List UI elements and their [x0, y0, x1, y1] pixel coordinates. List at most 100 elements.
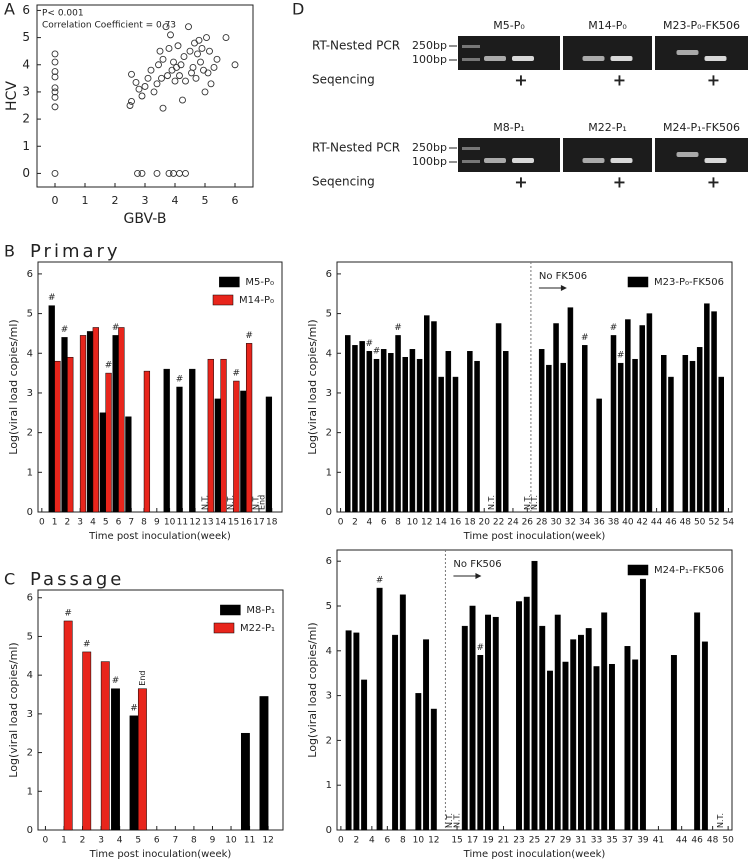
bar-annotation: # [373, 347, 381, 357]
y-tick-label: 6 [22, 3, 30, 17]
bar [112, 335, 119, 513]
panel-heading: Primary [30, 241, 121, 262]
bar [578, 634, 584, 831]
gel-band [704, 56, 727, 61]
bar [61, 337, 68, 513]
point [126, 102, 134, 109]
panel-label: D [292, 0, 304, 19]
marker-label: 250bp [412, 39, 447, 52]
x-tick-label: 27 [544, 836, 555, 846]
x-tick-label: 54 [723, 518, 735, 528]
bar [345, 630, 352, 831]
bar [689, 360, 696, 513]
y-axis-title: Log(viral load copies/ml) [7, 319, 20, 454]
gel-ladder-band [462, 58, 480, 61]
point [182, 169, 189, 177]
y-tick-label: 4 [27, 348, 33, 359]
bar [430, 708, 437, 831]
bar [259, 696, 269, 831]
x-tick-label: 36 [593, 518, 605, 528]
point [51, 68, 59, 76]
sequencing-result: + [707, 173, 720, 192]
x-tick-label: 0 [39, 518, 45, 528]
x-tick-label: 0 [338, 518, 344, 528]
stat-note: Correlation Coefficient = 0.73 [42, 21, 176, 31]
bar [92, 327, 99, 513]
y-tick-label: 4 [326, 348, 332, 359]
x-tick-label: 2 [353, 836, 359, 846]
x-tick-label: 32 [565, 518, 576, 528]
y-tick-label: 3 [326, 388, 332, 399]
point [135, 85, 143, 93]
bar [137, 688, 147, 831]
legend-label: M14-P₀ [239, 295, 274, 306]
gel-band [512, 56, 534, 61]
y-tick-label: 4 [326, 646, 332, 657]
point [51, 58, 59, 66]
bar [416, 358, 423, 513]
gel-image [655, 138, 748, 172]
bar [668, 376, 674, 513]
stat-note: P< 0.001 [42, 9, 84, 19]
fk506-arrow-head [475, 573, 482, 579]
legend-swatch [213, 622, 235, 634]
x-tick-label: 1 [61, 836, 67, 846]
y-tick-label: 1 [326, 467, 332, 478]
bar [376, 587, 383, 831]
bar-annotation: # [130, 703, 138, 713]
bar-annotation: # [112, 676, 120, 686]
bar [423, 639, 430, 831]
point [171, 77, 179, 85]
x-tick-label: 6 [384, 836, 390, 846]
bar [54, 360, 61, 513]
bar [438, 376, 444, 513]
bar [608, 663, 615, 831]
y-axis-title: Log(viral load copies/ml) [306, 319, 319, 454]
bar [63, 620, 73, 831]
sequencing-label: Seqencing [312, 73, 375, 87]
y-tick-label: 5 [27, 631, 33, 642]
x-tick-label: 10 [413, 836, 425, 846]
y-tick-label: 2 [326, 428, 332, 439]
x-tick-label: 18 [464, 518, 476, 528]
point [185, 23, 192, 31]
x-tick-label: 12 [428, 836, 439, 846]
bar [546, 364, 552, 513]
x-tick-label: 22 [493, 518, 504, 528]
point [192, 74, 200, 82]
x-tick-label: 10 [407, 518, 419, 528]
bar [582, 345, 588, 513]
point [141, 83, 149, 90]
sequencing-result: + [514, 71, 527, 90]
sequencing-result: + [707, 71, 720, 90]
point [51, 169, 59, 177]
point [213, 55, 221, 63]
legend-label: M24-P₁-FK506 [654, 565, 724, 576]
y-axis-title: Log(viral load copies/ml) [7, 642, 20, 777]
y-tick-label: 6 [27, 269, 33, 280]
sample-label: M14-P₀ [588, 19, 627, 32]
panel-label: A [4, 0, 15, 19]
bar [105, 372, 112, 513]
x-tick-label: 7 [128, 518, 134, 528]
y-tick-label: 1 [22, 139, 30, 153]
bar [610, 335, 617, 513]
bar [495, 323, 502, 513]
point [207, 80, 215, 88]
method-label: RT-Nested PCR [312, 141, 400, 155]
bar [143, 370, 151, 513]
bar-annotation: # [112, 323, 120, 333]
bar [118, 327, 125, 513]
x-tick-label: 33 [591, 836, 602, 846]
bar [585, 628, 592, 831]
x-tick-label: 15 [451, 836, 462, 846]
x-tick-label: 9 [154, 518, 160, 528]
x-tick-label: 40 [622, 518, 634, 528]
sequencing-result: + [514, 173, 527, 192]
bar-annotation: # [233, 369, 241, 379]
y-tick-label: 4 [22, 57, 30, 71]
x-tick-label: 4 [172, 194, 179, 207]
x-tick-label: 6 [232, 194, 239, 207]
x-tick-label: 48 [680, 518, 692, 528]
x-tick-label: 28 [536, 518, 548, 528]
